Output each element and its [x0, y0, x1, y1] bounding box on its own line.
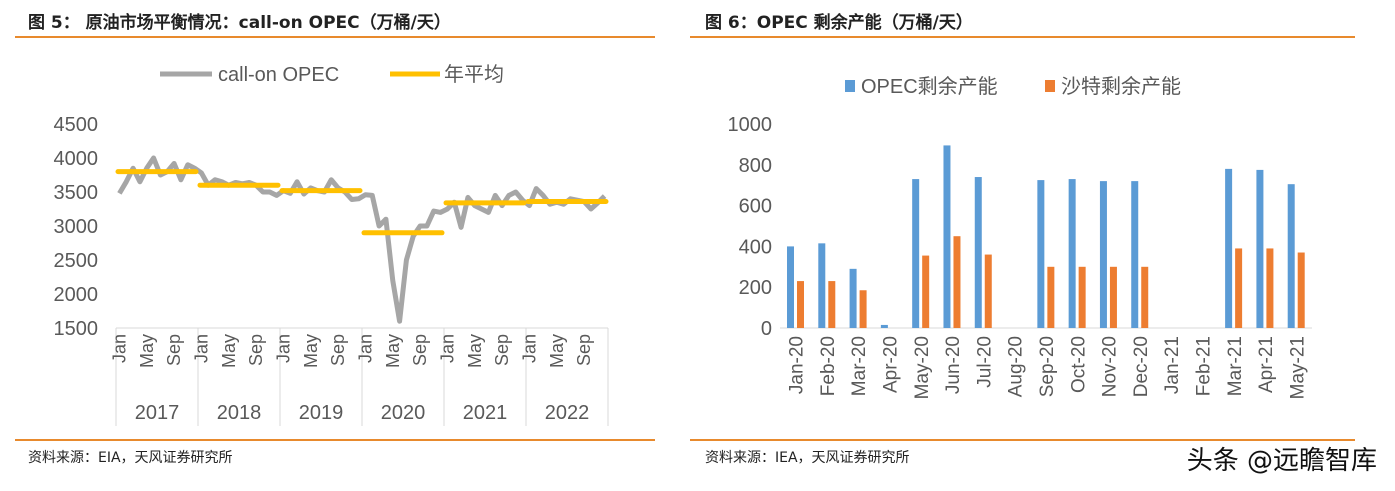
opec-spare-bar	[1287, 184, 1295, 328]
month-label: Sep	[492, 334, 512, 366]
saudi-spare-bar	[797, 281, 804, 328]
opec-spare-bar	[1225, 168, 1233, 328]
right-title-rule	[690, 36, 1355, 38]
left-chart-title: 图 5： 原油市场平衡情况：call-on OPEC（万桶/天）	[28, 13, 451, 33]
legend-swatch	[1045, 80, 1055, 92]
category-label: Feb-21	[1193, 336, 1214, 396]
legend-label-annual: 年平均	[444, 63, 504, 86]
legend-label: 沙特剩余产能	[1061, 75, 1181, 98]
month-label: May	[547, 334, 567, 368]
y-tick-label: 600	[739, 196, 772, 218]
month-label: Sep	[246, 334, 266, 366]
y-tick-label: 4000	[54, 148, 99, 170]
month-label: Jan	[355, 334, 375, 363]
left-source: 资料来源：EIA，天风证券研究所	[28, 450, 233, 466]
category-label: Nov-20	[1100, 336, 1121, 397]
y-tick-label: 400	[739, 236, 772, 258]
opec-spare-bar	[943, 145, 951, 328]
watermark: 头条 @远瞻智库	[1186, 446, 1377, 476]
y-tick-label: 4500	[54, 114, 99, 136]
month-label: May	[301, 334, 321, 368]
month-label: May	[137, 334, 157, 368]
month-label: Jan	[519, 334, 539, 363]
category-label: Dec-20	[1131, 336, 1152, 397]
right-source: 资料来源：IEA，天风证券研究所	[705, 450, 910, 466]
category-label: May-20	[912, 336, 933, 399]
saudi-spare-bar	[922, 255, 930, 328]
category-label: Jul-20	[974, 336, 995, 388]
y-tick-label: 2000	[54, 284, 99, 306]
month-label: Sep	[164, 334, 184, 366]
opec-spare-bar	[818, 243, 826, 328]
y-tick-label: 2500	[54, 250, 99, 272]
month-label: Jan	[437, 334, 457, 363]
year-label: 2020	[381, 402, 426, 424]
saudi-spare-bar	[1235, 248, 1243, 328]
opec-spare-bar	[1131, 181, 1139, 328]
saudi-spare-bar	[859, 290, 867, 328]
opec-spare-bar	[1037, 180, 1045, 328]
saudi-spare-bar	[984, 254, 992, 328]
opec-spare-bar	[1099, 181, 1107, 328]
month-label: Jan	[191, 334, 211, 363]
y-tick-label: 1000	[728, 114, 773, 136]
opec-spare-bar	[787, 246, 794, 328]
opec-spare-bar	[912, 179, 920, 328]
call-on-opec-line	[117, 155, 607, 324]
legend-label: OPEC剩余产能	[861, 75, 998, 98]
year-label: 2019	[299, 402, 344, 424]
category-label: Sep-20	[1037, 336, 1058, 397]
left-footer-rule	[15, 439, 655, 441]
category-label: Aug-20	[1006, 336, 1027, 397]
saudi-spare-bar	[1109, 266, 1117, 328]
category-label: Jan-21	[1162, 336, 1183, 394]
category-label: Oct-20	[1068, 336, 1089, 393]
year-label: 2022	[545, 402, 590, 424]
category-label: Feb-20	[818, 336, 839, 396]
saudi-spare-bar	[1297, 252, 1305, 328]
right-footer-rule	[690, 439, 1355, 441]
opec-spare-bar	[880, 324, 888, 328]
left-title-rule	[15, 36, 655, 38]
category-label: Mar-21	[1225, 336, 1246, 396]
year-label: 2017	[135, 402, 180, 424]
y-tick-label: 3000	[54, 216, 99, 238]
month-label: May	[465, 334, 485, 368]
y-tick-label: 1500	[54, 318, 99, 340]
year-label: 2018	[217, 402, 262, 424]
y-tick-label: 3500	[54, 182, 99, 204]
saudi-spare-bar	[1078, 266, 1086, 328]
category-label: Mar-20	[849, 336, 870, 396]
month-label: Sep	[574, 334, 594, 366]
category-label: Apr-20	[881, 336, 902, 393]
y-tick-label: 200	[739, 277, 772, 299]
opec-spare-bar	[974, 177, 982, 328]
y-tick-label: 0	[761, 318, 772, 340]
category-label: Jun-20	[943, 336, 964, 394]
y-tick-label: 800	[739, 155, 772, 177]
saudi-spare-bar	[1047, 266, 1055, 328]
category-label: May-21	[1287, 336, 1308, 399]
legend-label-call-on: call-on OPEC	[218, 64, 339, 86]
opec-spare-bar	[849, 268, 857, 328]
saudi-spare-bar	[1141, 266, 1149, 328]
saudi-spare-bar	[828, 281, 836, 328]
saudi-spare-bar	[953, 236, 961, 328]
opec-spare-bar	[1068, 179, 1076, 328]
month-label: May	[219, 334, 239, 368]
opec-spare-bar	[1256, 169, 1264, 328]
month-label: Sep	[328, 334, 348, 366]
month-label: Jan	[109, 334, 129, 363]
legend-swatch	[845, 80, 855, 92]
month-label: Jan	[273, 334, 293, 363]
year-label: 2021	[463, 402, 508, 424]
category-label: Apr-21	[1256, 336, 1277, 393]
category-label: Jan-20	[787, 336, 808, 394]
right-chart-title: 图 6：OPEC 剩余产能（万桶/天）	[705, 13, 973, 33]
saudi-spare-bar	[1266, 248, 1274, 328]
month-label: Sep	[410, 334, 430, 366]
month-label: May	[383, 334, 403, 368]
